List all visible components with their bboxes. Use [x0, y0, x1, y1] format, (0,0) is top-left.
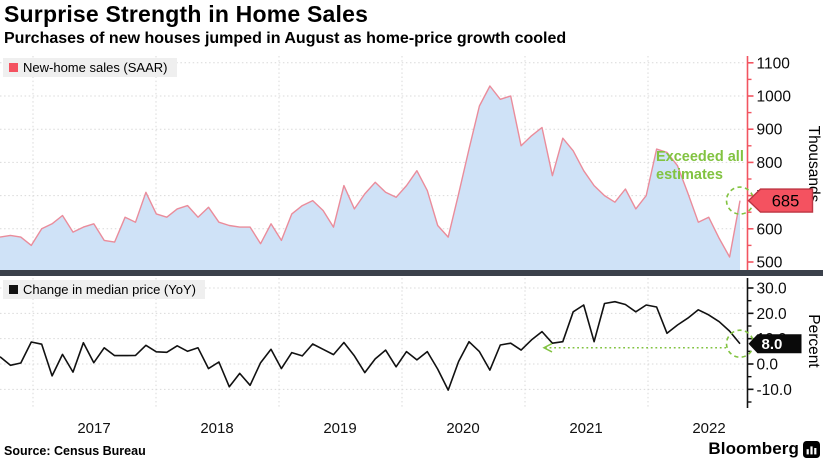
page-subtitle: Purchases of new houses jumped in August…	[4, 30, 567, 47]
last-value-text: 685	[772, 193, 800, 211]
axis-unit-label: Thousands	[805, 126, 822, 203]
last-value-tag-sales: 685	[747, 188, 814, 213]
annotation-exceeded-line2: estimates	[656, 167, 723, 183]
annotation-exceeded-line1: Exceeded all	[656, 149, 744, 165]
y-tick-label: 1100	[757, 56, 791, 72]
last-value-tag-price: 8.0	[748, 334, 802, 354]
y-tick-label: 600	[757, 221, 783, 238]
panel-divider	[0, 270, 823, 276]
page-title: Surprise Strength in Home Sales	[4, 1, 369, 27]
y-tick-label: 900	[757, 122, 783, 139]
legend-label: Change in median price (YoY)	[23, 282, 196, 297]
year-label-2018: 2018	[200, 420, 234, 437]
legend-swatch-red	[9, 63, 18, 72]
bloomberg-logo: Bloomberg	[708, 439, 820, 459]
legend-median-price: Change in median price (YoY)	[3, 280, 205, 299]
legend-swatch-black	[9, 285, 18, 294]
bloomberg-wordmark: Bloomberg	[708, 439, 799, 458]
y-tick-label: 800	[757, 155, 783, 172]
y-tick-label: -10.0	[757, 382, 793, 399]
y-tick-label: 0.0	[757, 357, 779, 374]
legend-label: New-home sales (SAAR)	[23, 60, 168, 75]
year-label-2020: 2020	[446, 420, 480, 437]
cooling-arrow	[542, 342, 726, 353]
year-label-2017: 2017	[77, 420, 111, 437]
legend-new-home-sales: New-home sales (SAAR)	[3, 58, 177, 77]
x-axis-year-labels: 2017 2018 2019 2020 2021 2022	[0, 420, 823, 440]
sales-area-series	[0, 86, 740, 272]
y-tick-label: 500	[757, 255, 783, 272]
y-tick-label: 1000	[757, 89, 792, 106]
year-label-2022: 2022	[692, 420, 726, 437]
source-credit: Source: Census Bureau	[4, 444, 146, 458]
price-line-series	[0, 300, 741, 391]
year-label-2021: 2021	[569, 420, 603, 437]
axis-unit-label: Percent	[805, 314, 822, 368]
new-home-sales-chart: 50060070080090010001100ThousandsExceeded…	[0, 56, 822, 272]
year-label-2019: 2019	[323, 420, 357, 437]
last-value-text: 8.0	[762, 336, 783, 353]
y-tick-label: 30.0	[757, 281, 788, 298]
y-tick-label: 20.0	[757, 306, 788, 323]
right-axis: 50060070080090010001100	[746, 56, 792, 272]
bloomberg-chart-icon	[803, 440, 820, 458]
sales-line-series	[0, 85, 741, 258]
